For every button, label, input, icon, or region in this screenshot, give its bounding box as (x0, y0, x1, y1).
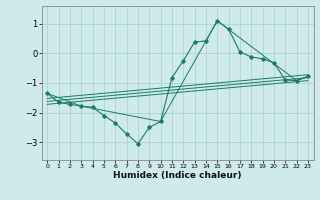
X-axis label: Humidex (Indice chaleur): Humidex (Indice chaleur) (113, 171, 242, 180)
